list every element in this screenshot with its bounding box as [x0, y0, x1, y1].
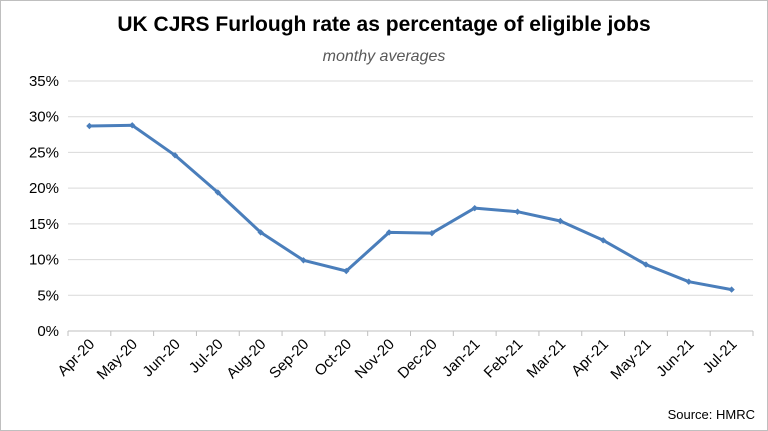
- y-tick-label: 0%: [37, 323, 59, 340]
- x-tick-label: Jul-20: [186, 336, 227, 377]
- y-tick-label: 15%: [29, 216, 59, 233]
- x-tick-label: Feb-21: [481, 336, 527, 382]
- series-line: [89, 123, 732, 292]
- chart-title: UK CJRS Furlough rate as percentage of e…: [117, 13, 651, 36]
- data-point: [343, 267, 350, 275]
- x-tick-label: May-20: [94, 336, 141, 383]
- y-tick-label: 35%: [29, 73, 59, 90]
- data-point: [257, 229, 264, 236]
- x-tick-label: Sep-20: [266, 336, 312, 382]
- data-point: [214, 189, 222, 196]
- x-tick-label: May-21: [607, 336, 654, 383]
- y-tick-labels: 0% 5% 10% 15% 20% 25% 30% 35%: [29, 73, 59, 340]
- gridlines: [68, 80, 753, 296]
- x-tick-label: Jan-21: [439, 336, 483, 380]
- y-tick-label: 20%: [29, 180, 59, 197]
- series-layer: [86, 122, 735, 293]
- x-tick-label: Oct-20: [311, 336, 355, 380]
- data-point: [557, 217, 564, 225]
- y-tick-label: 25%: [29, 144, 59, 161]
- data-point: [171, 152, 179, 159]
- source-note: Source: HMRC: [667, 407, 755, 422]
- x-tick-label: Mar-21: [524, 336, 570, 382]
- chart-subtitle: monthy averages: [322, 48, 446, 65]
- x-tick-label: Apr-21: [568, 336, 612, 380]
- data-point: [642, 261, 650, 268]
- data-point: [685, 278, 692, 285]
- x-tick-label: Jul-21: [700, 336, 741, 377]
- y-tick-label: 5%: [37, 287, 59, 304]
- data-point: [471, 204, 478, 212]
- y-tick-label: 10%: [29, 252, 59, 269]
- x-tick-label: Nov-20: [352, 336, 398, 382]
- data-point: [300, 257, 307, 264]
- data-point: [728, 286, 735, 293]
- data-point: [599, 237, 607, 244]
- data-point: [514, 208, 521, 215]
- axes: [67, 330, 754, 336]
- x-tick-label: Dec-20: [395, 336, 441, 382]
- data-point: [428, 229, 436, 237]
- x-tick-label: Aug-20: [223, 336, 269, 382]
- x-tick-label: Jun-20: [139, 336, 183, 380]
- y-tick-label: 30%: [29, 109, 59, 126]
- data-point: [129, 122, 136, 129]
- x-tick-label: Jun-21: [653, 336, 697, 380]
- x-tick-label: Apr-20: [54, 336, 98, 380]
- data-point: [86, 122, 93, 130]
- data-point: [385, 229, 393, 236]
